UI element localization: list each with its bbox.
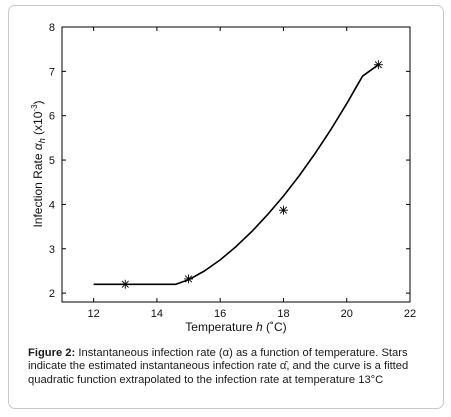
y-tick-label: 2 (49, 288, 55, 300)
x-axis-label: Temperature h (˚C) (185, 320, 286, 334)
caption-text: Instantaneous infection rate (α) as a fu… (28, 347, 409, 386)
figure-frame (8, 5, 444, 409)
y-axis-label: Infection Rate αh (x10-3) (30, 100, 47, 227)
y-tick-label: 8 (49, 22, 55, 34)
x-tick-label: 14 (151, 308, 163, 320)
y-tick-label: 6 (49, 111, 55, 123)
x-tick-label: 22 (404, 308, 416, 320)
y-tick-label: 5 (49, 155, 55, 167)
x-tick-label: 20 (341, 308, 353, 320)
x-tick-label: 18 (277, 308, 289, 320)
fitted-curve (93, 64, 379, 286)
x-tick-label: 16 (214, 308, 226, 320)
plot-area (61, 26, 411, 303)
y-tick-label: 3 (49, 244, 55, 256)
star-marker (278, 205, 288, 215)
x-tick-label: 12 (88, 308, 100, 320)
figure-caption: Figure 2: Instantaneous infection rate (… (28, 347, 420, 387)
y-tick-label: 4 (49, 199, 55, 211)
y-tick-label: 7 (49, 66, 55, 78)
caption-label: Figure 2: (28, 347, 76, 359)
